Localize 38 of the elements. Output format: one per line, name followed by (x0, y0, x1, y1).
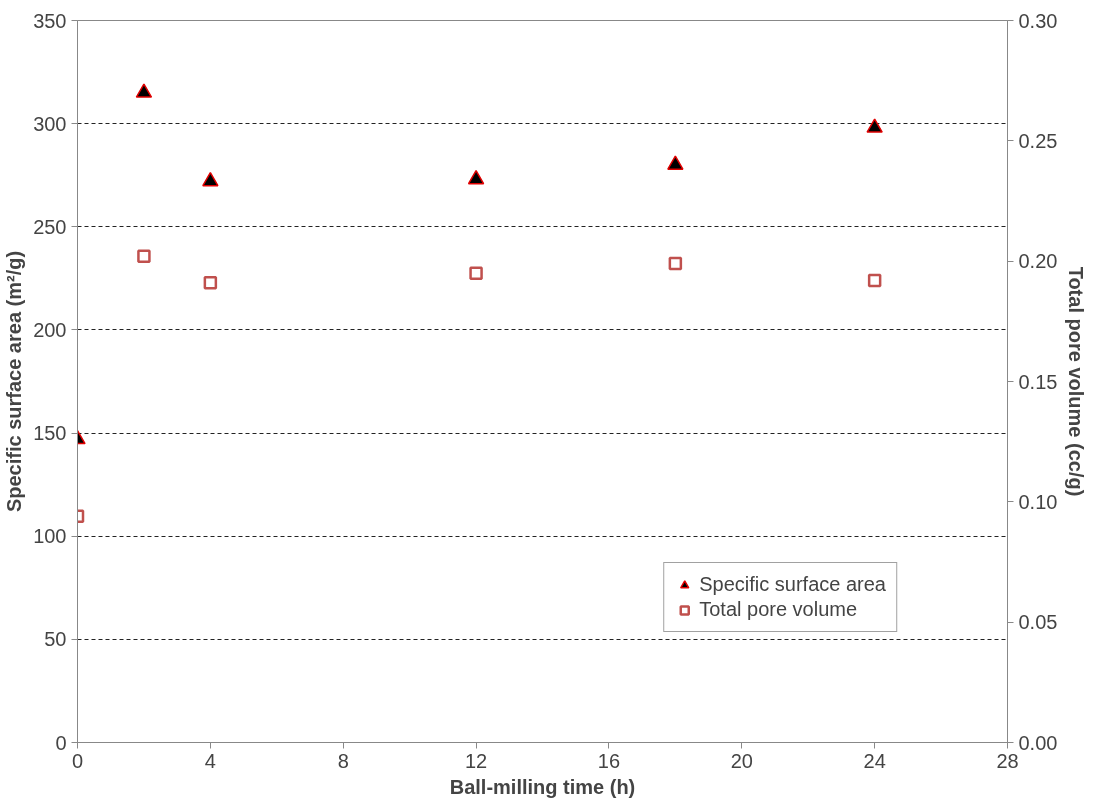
x-tick-label: 24 (863, 749, 886, 772)
point (667, 155, 684, 170)
y2-axis-title: Total pore volume (cc/g) (1065, 266, 1088, 497)
y-tick-label: 150 (33, 422, 67, 445)
x-tick-label: 16 (597, 749, 621, 772)
point (135, 83, 153, 98)
y-tick-label: 200 (33, 318, 67, 341)
y-tick-label: 100 (33, 525, 67, 548)
y-tick-label: 350 (33, 9, 67, 32)
legend-label: Total pore volume (699, 598, 858, 621)
point (137, 249, 151, 264)
x-tick-label: 4 (204, 749, 216, 772)
y-tick-label: 300 (33, 112, 67, 135)
point (469, 266, 483, 280)
y2-tick-label: 0.10 (1018, 490, 1058, 513)
y-tick-label: 50 (44, 628, 67, 651)
x-axis-title: Ball-milling time (h) (449, 775, 636, 798)
legend-label: Specific surface area (699, 573, 886, 596)
x-tick-label: 20 (730, 749, 753, 772)
y-axis-title: Specific surface area (m²/g) (3, 250, 26, 513)
point (203, 276, 218, 290)
y2-tick-label: 0.25 (1018, 129, 1058, 152)
y-tick-label: 250 (33, 215, 67, 238)
y2-tick-label: 0.05 (1018, 611, 1058, 634)
point (467, 169, 485, 185)
x-tick-label: 8 (337, 749, 349, 772)
point (866, 118, 883, 133)
x-tick-label: 28 (996, 749, 1019, 772)
y2-tick-label: 0.15 (1018, 370, 1058, 393)
y2-tick-label: 0.30 (1018, 9, 1058, 32)
y-tick-label: 0 (55, 731, 67, 754)
y2-tick-label: 0.00 (1018, 731, 1058, 754)
x-tick-label: 12 (464, 749, 488, 772)
point (668, 256, 683, 271)
point (202, 171, 219, 187)
x-tick-label: 0 (71, 749, 84, 772)
y2-tick-label: 0.20 (1018, 250, 1058, 273)
point (867, 273, 882, 288)
